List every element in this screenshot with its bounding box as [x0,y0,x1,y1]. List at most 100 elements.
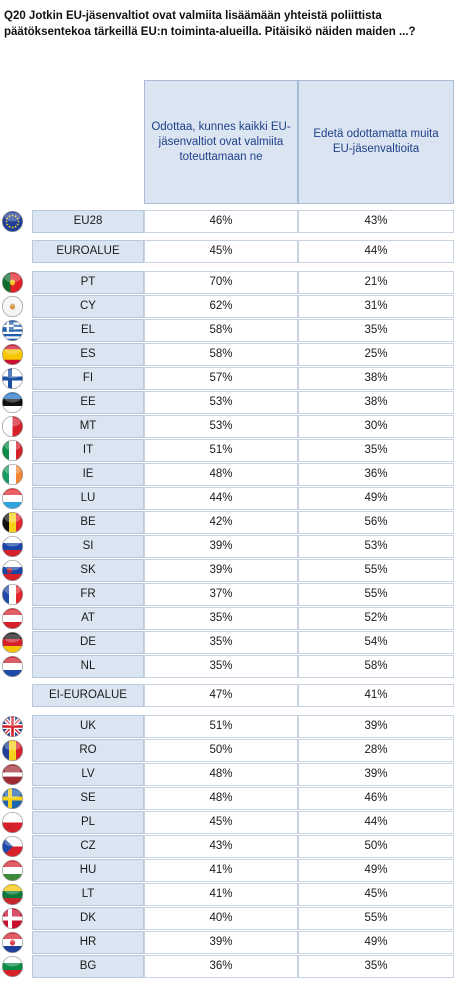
value-proceed: 56% [298,511,454,534]
table-row: FR 37% 55% [0,583,459,606]
table-row: FI 57% 38% [0,367,459,390]
value-wait: 35% [144,655,298,678]
value-proceed: 45% [298,883,454,906]
table-row: HU 41% 49% [0,859,459,882]
question-title: Q20 Jotkin EU-jäsenvaltiot ovat valmiita… [4,10,416,38]
row-label: RO [32,739,144,762]
flag-nl-icon [2,656,23,677]
table-row: BG 36% 35% [0,955,459,978]
value-proceed: 39% [298,715,454,738]
table-row: UK 51% 39% [0,715,459,738]
table-row: LT 41% 45% [0,883,459,906]
value-wait: 44% [144,487,298,510]
value-proceed: 49% [298,487,454,510]
flag-hr-icon [2,932,23,953]
value-proceed: 35% [298,319,454,342]
row-label: PL [32,811,144,834]
value-wait: 57% [144,367,298,390]
flag-ie-icon [2,464,23,485]
value-wait: 37% [144,583,298,606]
table-row: DK 40% 55% [0,907,459,930]
flag-be-icon [2,512,23,533]
row-label: DE [32,631,144,654]
table-row: EE 53% 38% [0,391,459,414]
value-wait: 58% [144,319,298,342]
value-wait: 42% [144,511,298,534]
value-wait: 43% [144,835,298,858]
value-wait: 53% [144,391,298,414]
row-label: EI-EUROALUE [32,684,144,707]
value-proceed: 41% [298,684,454,707]
table-row: EI-EUROALUE 47% 41% [0,684,459,707]
table-row: PL 45% 44% [0,811,459,834]
flag-lv-icon [2,764,23,785]
row-label: LV [32,763,144,786]
table-row: CZ 43% 50% [0,835,459,858]
value-proceed: 55% [298,907,454,930]
value-wait: 48% [144,763,298,786]
flag-el-icon [2,320,23,341]
value-wait: 53% [144,415,298,438]
row-label: ES [32,343,144,366]
flag-fr-icon [2,584,23,605]
value-wait: 45% [144,811,298,834]
value-wait: 48% [144,463,298,486]
flag-si-icon [2,536,23,557]
table-row: CY 62% 31% [0,295,459,318]
table-row: IT 51% 35% [0,439,459,462]
table-row: AT 35% 52% [0,607,459,630]
table-row: RO 50% 28% [0,739,459,762]
value-proceed: 39% [298,763,454,786]
row-label: SE [32,787,144,810]
flag-cy-icon [2,296,23,317]
table-row: ES 58% 25% [0,343,459,366]
value-proceed: 21% [298,271,454,294]
value-wait: 62% [144,295,298,318]
row-label: EE [32,391,144,414]
value-proceed: 35% [298,439,454,462]
row-label: IT [32,439,144,462]
flag-ro-icon [2,740,23,761]
value-proceed: 53% [298,535,454,558]
table-row: SK 39% 55% [0,559,459,582]
value-wait: 48% [144,787,298,810]
value-proceed: 44% [298,811,454,834]
flag-se-icon [2,788,23,809]
value-wait: 41% [144,883,298,906]
table-row: LU 44% 49% [0,487,459,510]
value-proceed: 52% [298,607,454,630]
value-wait: 51% [144,715,298,738]
flag-lt-icon [2,884,23,905]
value-proceed: 38% [298,367,454,390]
table-row: BE 42% 56% [0,511,459,534]
value-wait: 41% [144,859,298,882]
value-wait: 50% [144,739,298,762]
flag-eu-icon [2,211,23,232]
flag-pt-icon [2,272,23,293]
row-label: BG [32,955,144,978]
value-proceed: 25% [298,343,454,366]
flag-mt-icon [2,416,23,437]
table-row: SI 39% 53% [0,535,459,558]
row-label: UK [32,715,144,738]
flag-fi-icon [2,368,23,389]
row-label: PT [32,271,144,294]
flag-uk-icon [2,716,23,737]
value-proceed: 49% [298,931,454,954]
row-label: CZ [32,835,144,858]
table-row: SE 48% 46% [0,787,459,810]
flag-at-icon [2,608,23,629]
value-proceed: 36% [298,463,454,486]
row-label: HR [32,931,144,954]
row-label: IE [32,463,144,486]
flag-de-icon [2,632,23,653]
table-row: EU28 46% 43% [0,210,459,233]
flag-ee-icon [2,392,23,413]
value-proceed: 30% [298,415,454,438]
value-wait: 40% [144,907,298,930]
row-label: NL [32,655,144,678]
row-label: LT [32,883,144,906]
table-row: EUROALUE 45% 44% [0,240,459,263]
value-proceed: 35% [298,955,454,978]
value-proceed: 38% [298,391,454,414]
